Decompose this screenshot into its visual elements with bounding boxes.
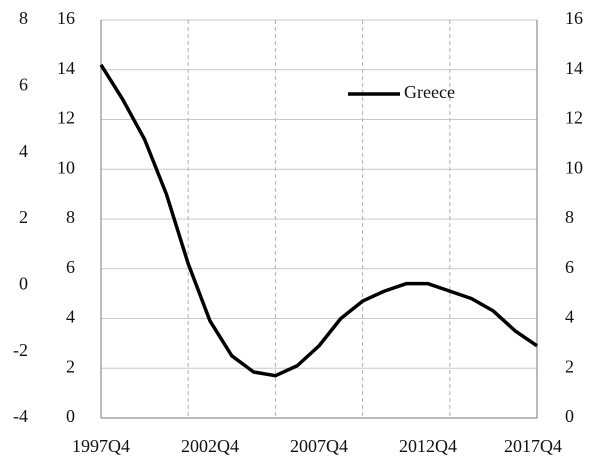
x-tick-label: 2017Q4 (504, 436, 562, 456)
y-right-tick-label: 0 (565, 406, 574, 426)
y-tick-label: 6 (66, 257, 75, 277)
x-tick-label: 1997Q4 (72, 436, 130, 456)
y-right-tick-label: 6 (565, 257, 574, 277)
legend-label: Greece (404, 82, 455, 102)
y-tick-label: 4 (66, 307, 75, 327)
y-tick-label: 16 (57, 8, 75, 28)
y2-tick-label: 2 (19, 207, 28, 227)
y-right-tick-label: 16 (565, 8, 583, 28)
y-tick-label: 8 (66, 207, 75, 227)
y-right-tick-label: 14 (565, 58, 583, 78)
x-tick-label: 2007Q4 (290, 436, 348, 456)
y-tick-label: 14 (57, 58, 75, 78)
y-tick-label: 10 (57, 157, 75, 177)
x-tick-label: 2012Q4 (399, 436, 457, 456)
y2-tick-label: -4 (13, 406, 28, 426)
y-right-tick-label: 12 (565, 108, 583, 128)
y-right-tick-label: 8 (565, 207, 574, 227)
y-right-tick-label: 10 (565, 157, 583, 177)
y-right-tick-label: 2 (565, 356, 574, 376)
x-tick-label: 2002Q4 (181, 436, 239, 456)
y2-tick-label: 8 (19, 8, 28, 28)
y-tick-label: 0 (66, 406, 75, 426)
y-tick-label: 2 (66, 356, 75, 376)
y2-tick-label: 6 (19, 74, 28, 94)
y2-tick-label: 0 (19, 273, 28, 293)
series-line (99, 63, 538, 378)
y-right-tick-label: 4 (565, 307, 574, 327)
y2-tick-label: 4 (19, 141, 28, 161)
y-tick-label: 12 (57, 108, 75, 128)
y2-tick-label: -2 (13, 340, 28, 360)
